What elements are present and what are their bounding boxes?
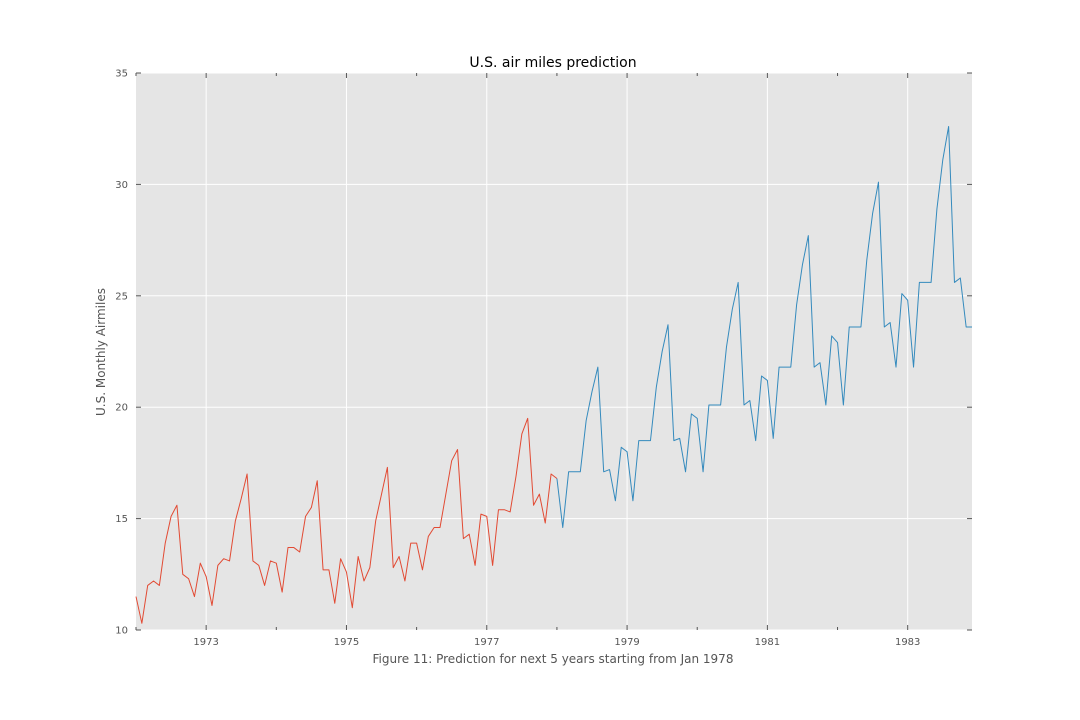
x-tick-label: 1973 [193, 637, 218, 648]
y-tick-label: 35 [115, 69, 128, 80]
tick-labels: 10 15 20 25 30 35 1973 1975 1977 1979 1981 1983 [115, 69, 920, 649]
y-axis-label: U.S. Monthly Airmiles [94, 288, 108, 416]
series-layer [135, 125, 972, 624]
x-tick-label: 1983 [895, 637, 920, 648]
x-tick-label: 1979 [614, 637, 639, 648]
series-line-prediction [556, 125, 972, 529]
x-tick-label: 1981 [755, 637, 780, 648]
x-tick-label: 1977 [474, 637, 499, 648]
series-line-historical [135, 417, 558, 624]
x-tick-label: 1975 [334, 637, 359, 648]
y-tick-label: 20 [115, 403, 128, 414]
y-tick-label: 10 [115, 626, 128, 637]
chart-title: U.S. air miles prediction [469, 55, 636, 71]
axis-ticks [135, 72, 972, 631]
y-tick-label: 25 [115, 291, 128, 302]
plot-area [136, 73, 972, 630]
y-tick-label: 15 [115, 514, 128, 525]
x-axis-label: Figure 11: Prediction for next 5 years s… [373, 652, 734, 666]
grid-lines [136, 72, 972, 631]
y-tick-label: 30 [115, 180, 128, 191]
